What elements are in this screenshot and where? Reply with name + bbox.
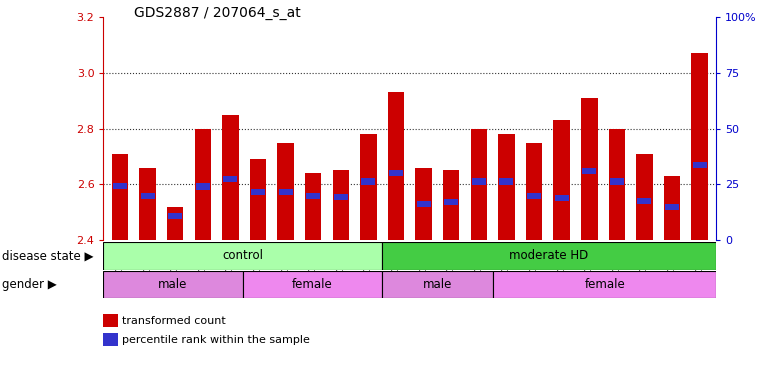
Bar	[169, 213, 182, 219]
Bar	[113, 183, 127, 189]
Text: gender ▶: gender ▶	[2, 278, 57, 291]
Bar	[389, 170, 403, 176]
Bar	[382, 271, 493, 298]
Bar	[103, 271, 243, 298]
Bar	[388, 93, 404, 240]
Text: female: female	[292, 278, 332, 291]
Bar	[332, 170, 349, 240]
Bar	[334, 194, 348, 200]
Bar	[224, 176, 237, 182]
Text: percentile rank within the sample: percentile rank within the sample	[122, 335, 309, 345]
Text: control: control	[222, 249, 264, 262]
Bar	[610, 179, 624, 185]
Bar	[140, 193, 155, 199]
Bar	[470, 129, 487, 240]
Text: GDS2887 / 207064_s_at: GDS2887 / 207064_s_at	[134, 6, 301, 20]
Bar	[498, 134, 515, 240]
Bar	[636, 154, 653, 240]
Bar	[553, 120, 570, 240]
Bar	[525, 142, 542, 240]
Bar	[139, 167, 155, 240]
Bar	[637, 198, 651, 204]
Bar	[362, 179, 375, 185]
Bar	[103, 314, 118, 327]
Text: moderate HD: moderate HD	[509, 249, 589, 262]
Bar	[692, 53, 708, 240]
Bar	[277, 142, 294, 240]
Text: male: male	[159, 278, 188, 291]
Bar	[692, 162, 707, 168]
Bar	[499, 179, 513, 185]
Text: female: female	[584, 278, 625, 291]
Bar	[279, 189, 293, 195]
Bar	[360, 134, 377, 240]
Bar	[472, 179, 486, 185]
Text: transformed count: transformed count	[122, 316, 225, 326]
Bar	[195, 129, 211, 240]
Bar	[243, 271, 382, 298]
Bar	[167, 207, 184, 240]
Bar	[251, 189, 265, 195]
Bar	[382, 242, 716, 270]
Bar	[444, 199, 458, 205]
Bar	[222, 115, 239, 240]
Text: male: male	[423, 278, 453, 291]
Bar	[103, 242, 382, 270]
Bar	[103, 333, 118, 346]
Bar	[417, 201, 430, 207]
Bar	[555, 195, 568, 201]
Bar	[608, 129, 625, 240]
Text: disease state ▶: disease state ▶	[2, 249, 93, 262]
Bar	[112, 154, 128, 240]
Bar	[527, 193, 541, 199]
Bar	[305, 173, 322, 240]
Bar	[493, 271, 716, 298]
Bar	[581, 98, 597, 240]
Bar	[306, 193, 320, 199]
Bar	[196, 184, 210, 190]
Bar	[443, 170, 460, 240]
Bar	[250, 159, 267, 240]
Bar	[415, 167, 432, 240]
Bar	[582, 168, 596, 174]
Bar	[665, 204, 679, 210]
Bar	[664, 176, 680, 240]
